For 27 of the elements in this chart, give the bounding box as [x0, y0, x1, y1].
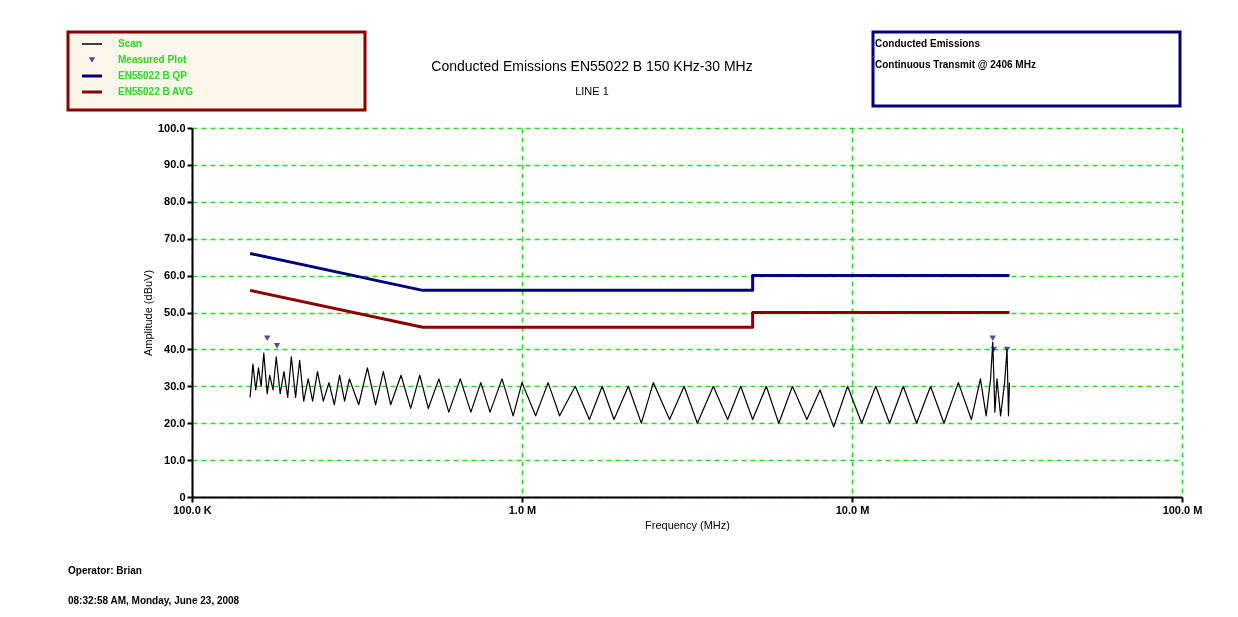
legend-label: Scan — [118, 38, 142, 49]
y-tick-label: 90.0 — [164, 158, 186, 171]
text: 08:32:58 AM, Monday, June 23, 2008 — [68, 595, 240, 606]
text: Continuous Transmit @ 2406 MHz — [875, 59, 1036, 70]
text: Conducted Emissions — [875, 38, 981, 49]
x-tick-label: 1.0 M — [508, 503, 537, 516]
x-axis-title: Frequency (MHz) — [645, 518, 730, 531]
chart-title: Conducted Emissions EN55022 B 150 KHz-30 MHz — [431, 58, 753, 74]
chart-subtitle: LINE 1 — [575, 85, 609, 97]
x-tick-label: 10.0 M — [835, 503, 870, 516]
legend-label: EN55022 B AVG — [118, 86, 194, 97]
text: Operator: Brian — [68, 565, 142, 576]
x-tick-label: 100.0 M — [1162, 503, 1203, 516]
legend-label: EN55022 B QP — [118, 70, 188, 81]
y-tick-label: 10.0 — [164, 453, 186, 466]
y-tick-label: 20.0 — [164, 416, 186, 429]
y-tick-label: 30.0 — [164, 379, 186, 392]
y-tick-label: 50.0 — [164, 306, 186, 318]
y-tick-label: 100.0 — [157, 121, 186, 134]
x-tick-label: 100.0 K — [173, 503, 212, 516]
legend-label: Measured Plot — [118, 54, 188, 65]
y-tick-label: 70.0 — [164, 232, 186, 245]
y-tick-label: 40.0 — [164, 342, 186, 355]
y-tick-label: 0 — [179, 490, 186, 503]
y-tick-label: 80.0 — [164, 195, 186, 208]
y-axis-title: Amplitude (dBuV) — [141, 269, 154, 357]
y-tick-label: 60.0 — [164, 269, 186, 282]
